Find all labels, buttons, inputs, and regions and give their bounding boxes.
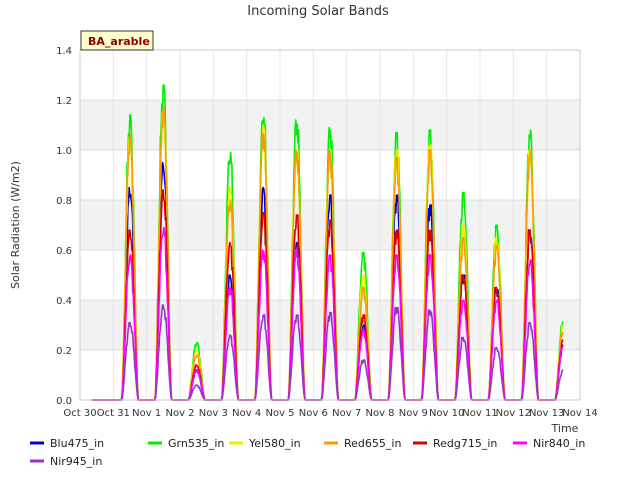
y-tick-label: 1.2 xyxy=(56,96,72,107)
x-tick-label: Nov 13 xyxy=(529,408,564,419)
y-tick-label: 0.6 xyxy=(56,246,72,257)
y-tick-label: 1.0 xyxy=(56,146,72,157)
legend: Blu475_in Grn535_in Yel580_in Red655_in Redg… xyxy=(30,437,585,468)
x-tick-label: Nov 2 xyxy=(165,408,194,419)
plot-band xyxy=(80,100,580,150)
y-axis-title: Solar Radiation (W/m2) xyxy=(9,161,22,289)
legend-label: Red655_in xyxy=(344,437,401,450)
badge-box xyxy=(80,30,154,51)
plot-frame xyxy=(79,49,581,401)
y-tick-label: 0.0 xyxy=(56,396,72,407)
x-tick-label: Nov 8 xyxy=(365,408,394,419)
legend-label: Redg715_in xyxy=(433,437,497,450)
legend-label: Nir945_in xyxy=(50,455,102,468)
chart-title: Incoming Solar Bands xyxy=(247,4,389,19)
x-axis-title: Time xyxy=(551,422,579,435)
x-tick-label: Nov 10 xyxy=(429,408,464,419)
plot-band xyxy=(80,300,580,350)
x-tick-label: Nov 3 xyxy=(199,408,228,419)
x-tick-label: Oct 31 xyxy=(97,408,130,419)
legend-label: Grn535_in xyxy=(168,437,224,450)
y-tick-label: 0.8 xyxy=(56,196,72,207)
station-badge: BA_arable xyxy=(80,30,154,51)
y-tick-label: 0.2 xyxy=(56,346,72,357)
legend-label: Yel580_in xyxy=(248,437,301,450)
legend-label: Nir840_in xyxy=(533,437,585,450)
badge-text: BA_arable xyxy=(88,35,150,48)
x-tick-labels: Oct 30 Oct 31 Nov 1 Nov 2 Nov 3 Nov 4 Nov 5 Nov… xyxy=(63,408,597,419)
x-tick-label: Nov 11 xyxy=(462,408,497,419)
x-tick-label: Nov 7 xyxy=(332,408,361,419)
x-tick-label: Oct 30 xyxy=(63,408,96,419)
y-tick-labels: 0.0 0.2 0.4 0.6 0.8 1.0 1.2 1.4 xyxy=(56,46,72,407)
x-tick-label: Nov 14 xyxy=(562,408,597,419)
x-tick-label: Nov 1 xyxy=(132,408,161,419)
x-tick-label: Nov 9 xyxy=(399,408,428,419)
legend-label: Blu475_in xyxy=(50,437,104,450)
x-tick-label: Nov 5 xyxy=(265,408,294,419)
x-tick-label: Nov 12 xyxy=(496,408,531,419)
y-tick-label: 1.4 xyxy=(56,46,72,57)
x-tick-label: Nov 4 xyxy=(232,408,261,419)
y-tick-label: 0.4 xyxy=(56,296,72,307)
x-tick-label: Nov 6 xyxy=(299,408,328,419)
